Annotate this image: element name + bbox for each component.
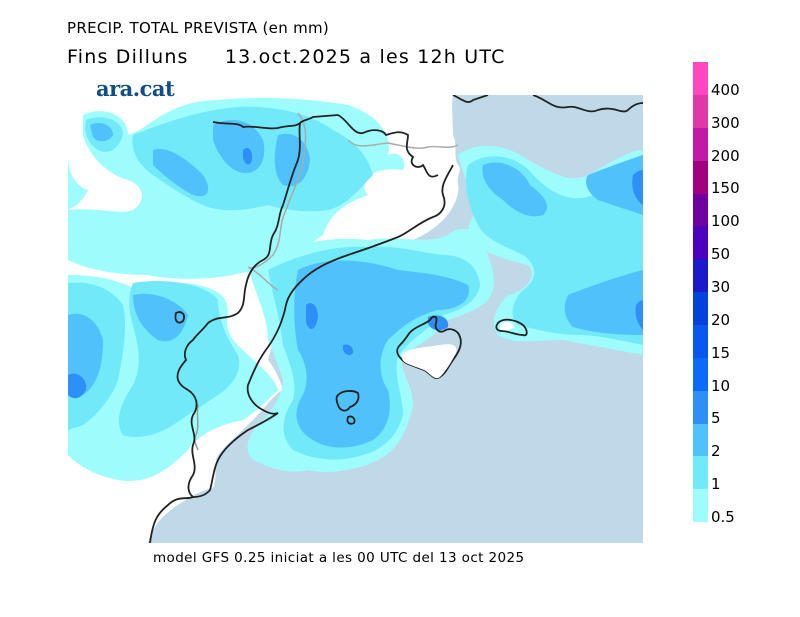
colorbar-segment bbox=[693, 423, 708, 457]
colorbar-segment bbox=[693, 160, 708, 194]
mallorca-outline bbox=[396, 315, 462, 379]
precip-5-10 bbox=[68, 148, 643, 399]
colorbar-label: 10 bbox=[711, 376, 731, 395]
colorbar-segment bbox=[693, 489, 708, 523]
menorca-outline bbox=[495, 318, 528, 337]
colorbar-segment bbox=[693, 324, 708, 358]
colorbar-label: 150 bbox=[711, 179, 740, 198]
model-info-footer: model GFS 0.25 iniciat a les 00 UTC del … bbox=[153, 550, 525, 566]
colorbar-label: 2 bbox=[711, 442, 721, 461]
colorbar-label: 50 bbox=[711, 245, 731, 264]
colorbar-label: 30 bbox=[711, 278, 731, 296]
subtitle-date: 13.oct.2025 a les 12h UTC bbox=[224, 46, 506, 68]
ibiza-outline bbox=[335, 390, 360, 412]
colorbar-label: 20 bbox=[711, 310, 731, 329]
colorbar-label: 100 bbox=[711, 212, 740, 231]
colorbar-label: 1 bbox=[711, 475, 721, 494]
colorbar-segment bbox=[693, 390, 708, 424]
colorbar-segment bbox=[693, 127, 708, 161]
colorbar-label: 200 bbox=[711, 146, 740, 165]
colorbar-label: 400 bbox=[711, 80, 740, 99]
map-title: PRECIP. TOTAL PREVISTA (en mm) bbox=[67, 19, 330, 37]
formentera-outline bbox=[346, 415, 356, 425]
colorbar-segment bbox=[693, 292, 708, 325]
colorbar-label: 5 bbox=[711, 409, 721, 428]
ara-cat-logo: ara.cat bbox=[96, 76, 175, 101]
map-subtitle: Fins Dilluns 13.oct.2025 a les 12h UTC bbox=[67, 46, 506, 68]
colorbar-label: 300 bbox=[711, 113, 740, 132]
border-line-south bbox=[194, 404, 199, 451]
colorbar-segment bbox=[693, 357, 708, 391]
coastline bbox=[149, 95, 643, 543]
colorbar-segment bbox=[693, 62, 708, 95]
colorbar-segment bbox=[693, 193, 708, 227]
mallorca-land bbox=[401, 344, 457, 379]
colorbar bbox=[693, 62, 708, 523]
colorbar-segment bbox=[693, 456, 708, 490]
menorca-land bbox=[500, 321, 514, 331]
subtitle-day: Fins Dilluns bbox=[67, 46, 189, 68]
precipitation-map bbox=[68, 95, 643, 543]
colorbar-label: 15 bbox=[711, 343, 731, 362]
colorbar-label: 0.5 bbox=[711, 508, 735, 526]
columbretes-outline bbox=[174, 311, 185, 324]
colorbar-segment bbox=[693, 94, 708, 128]
colorbar-segment bbox=[693, 226, 708, 260]
colorbar-segment bbox=[693, 259, 708, 293]
